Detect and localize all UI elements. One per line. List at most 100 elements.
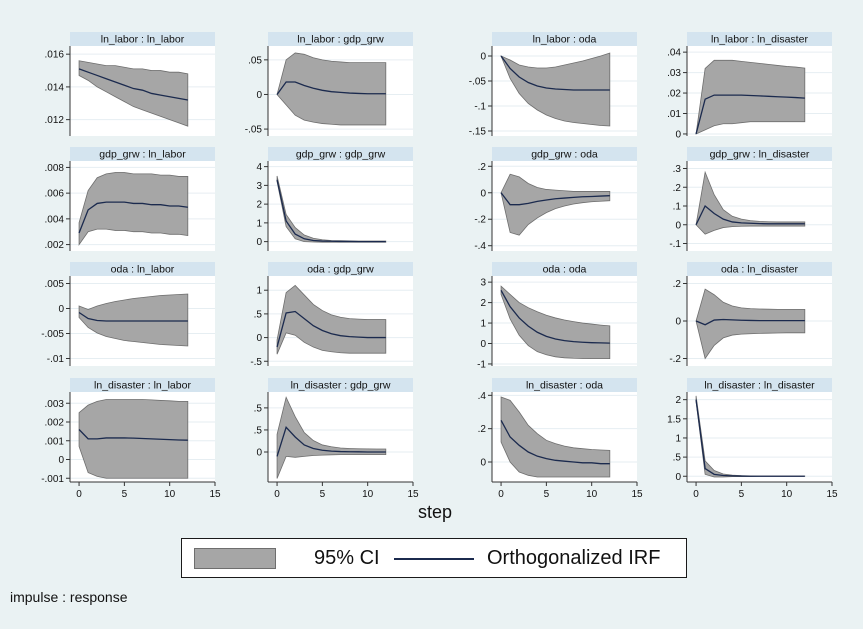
y-tick-label: 0 <box>480 188 486 199</box>
x-tick-label: 0 <box>274 489 280 500</box>
irf-line <box>500 192 610 206</box>
panel-title: ln_disaster : oda <box>526 380 603 392</box>
legend: 95% CI Orthogonalized IRF <box>181 538 687 578</box>
y-tick-label: 1 <box>256 218 262 229</box>
ci-band <box>78 293 189 347</box>
x-tick-label: 0 <box>76 489 82 500</box>
y-tick-label: .2 <box>673 279 682 290</box>
irf-line <box>695 94 805 135</box>
y-tick-label: .3 <box>673 164 682 175</box>
panel-title-bar <box>687 147 832 161</box>
irf-panel: ln_labor : ln_labor .012 .014 .016 <box>45 32 215 136</box>
panel-title: ln_disaster : ln_labor <box>94 380 191 392</box>
panel-title: oda : gdp_grw <box>307 264 374 276</box>
x-tick-label: 5 <box>122 489 128 500</box>
irf-line <box>500 420 610 465</box>
y-tick-label: 4 <box>256 162 262 173</box>
y-tick-label: 0 <box>256 448 262 459</box>
y-tick-label: 1.5 <box>667 414 681 425</box>
y-tick-label: 0 <box>480 339 486 350</box>
panel-title: ln_disaster : gdp_grw <box>291 380 391 392</box>
irf-panel: oda : ln_disaster -.2 0 .2 <box>669 262 832 366</box>
y-tick-label: .2 <box>673 183 682 194</box>
irf-panel: ln_labor : oda -.15 -.1 -.05 0 <box>469 32 637 138</box>
y-tick-label: -.15 <box>469 127 487 138</box>
irf-panel: oda : ln_labor -.01 -.005 0 .005 <box>41 262 215 366</box>
y-tick-label: -.005 <box>41 329 64 340</box>
x-tick-label: 15 <box>407 489 419 500</box>
x-tick-label: 5 <box>739 489 745 500</box>
panel-title: ln_labor : oda <box>533 34 597 46</box>
y-tick-label: 0 <box>58 304 64 315</box>
irf-panel: gdp_grw : ln_labor .002 .004 .006 .008 <box>45 147 215 251</box>
y-tick-label: 0 <box>480 52 486 63</box>
panel-title: ln_disaster : ln_disaster <box>704 380 815 392</box>
irf-panel: gdp_grw : ln_disaster -.1 0 .1 .2 .3 <box>669 147 832 251</box>
y-tick-label: -.2 <box>669 354 681 365</box>
irf-panel: gdp_grw : gdp_grw 0 1 2 3 4 <box>256 147 413 251</box>
panel-title-bar <box>70 262 215 276</box>
x-tick-label: 10 <box>164 489 176 500</box>
y-tick-label: .002 <box>45 240 65 251</box>
x-tick-label: 15 <box>209 489 221 500</box>
panel-title: oda : oda <box>543 264 587 276</box>
panel-title-bar <box>492 378 637 392</box>
irf-panel: gdp_grw : oda -.4 -.2 0 .2 <box>474 147 637 252</box>
y-tick-label: .016 <box>45 50 65 61</box>
irf-line <box>276 81 386 95</box>
irf-line <box>276 426 386 457</box>
panel-title-bar <box>492 147 637 161</box>
y-tick-label: .003 <box>45 399 65 410</box>
footnote: impulse : response <box>10 589 128 605</box>
irf-line <box>695 399 805 477</box>
y-tick-label: .02 <box>667 89 681 100</box>
y-tick-label: .5 <box>254 309 263 320</box>
y-tick-label: 1 <box>675 433 681 444</box>
x-tick-label: 5 <box>320 489 326 500</box>
ci-band <box>78 60 189 127</box>
y-tick-label: 0 <box>675 472 681 483</box>
panel-title: oda : ln_labor <box>111 264 175 276</box>
legend-ci-label: 95% CI <box>314 547 380 569</box>
irf-line <box>78 68 188 101</box>
irf-line <box>276 179 386 243</box>
panel-title-bar <box>687 262 832 276</box>
panel-title-bar <box>687 378 832 392</box>
ci-band <box>78 399 189 479</box>
y-tick-label: -.05 <box>245 125 263 136</box>
irf-line <box>695 204 805 226</box>
y-tick-label: 0 <box>58 455 64 466</box>
y-tick-label: 0 <box>256 333 262 344</box>
y-tick-label: .004 <box>45 214 65 225</box>
y-tick-label: .008 <box>45 163 65 174</box>
y-tick-label: 0 <box>675 129 681 140</box>
y-tick-label: .006 <box>45 189 65 200</box>
panel-title-bar <box>70 378 215 392</box>
irf-line <box>695 318 805 326</box>
y-tick-label: -.4 <box>474 241 486 252</box>
irf-panel: ln_disaster : ln_disaster 0 .5 1 1.5 2 0 5 10 15 <box>667 378 838 500</box>
panel-title: ln_labor : gdp_grw <box>297 34 384 46</box>
irf-panel: ln_disaster : oda 0 .2 .4 0 5 10 15 <box>478 378 643 500</box>
panel-title-bar <box>268 378 413 392</box>
y-tick-label: .4 <box>478 391 487 402</box>
panel-title-bar <box>492 32 637 46</box>
y-tick-label: 0 <box>256 237 262 248</box>
irf-panel: oda : oda -1 0 1 2 3 <box>477 262 637 370</box>
panel-title: gdp_grw : ln_labor <box>99 149 186 161</box>
y-tick-label: .01 <box>667 109 681 120</box>
y-tick-label: 0 <box>675 317 681 328</box>
y-tick-label: .012 <box>45 115 65 126</box>
x-tick-label: 10 <box>586 489 598 500</box>
y-tick-label: 0 <box>675 220 681 231</box>
y-tick-label: .005 <box>45 279 65 290</box>
ci-band <box>695 59 806 135</box>
y-tick-label: .001 <box>45 436 65 447</box>
x-axis-title: step <box>418 502 453 522</box>
ci-band <box>78 172 189 246</box>
y-tick-label: .002 <box>45 418 65 429</box>
y-tick-label: 0 <box>256 90 262 101</box>
y-tick-label: 2 <box>675 395 681 406</box>
ci-band <box>500 396 611 478</box>
